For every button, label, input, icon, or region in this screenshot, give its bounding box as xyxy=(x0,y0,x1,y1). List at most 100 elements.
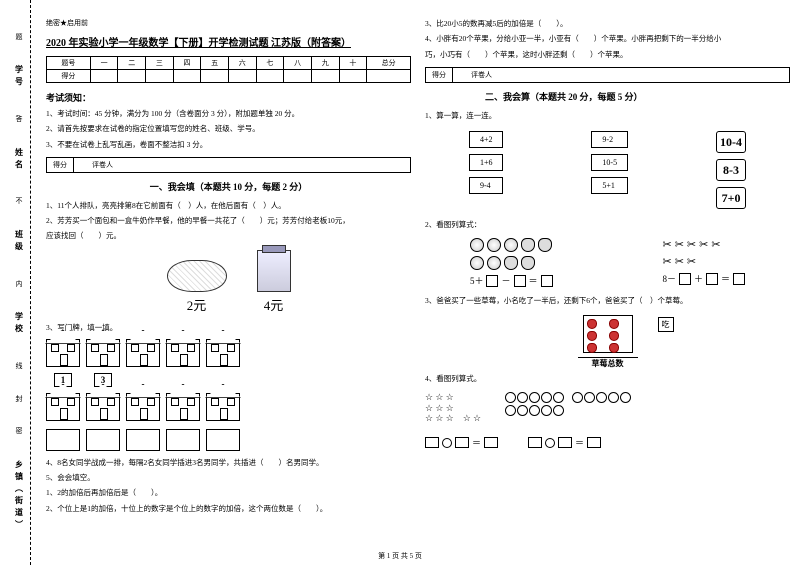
circle-icon xyxy=(505,392,516,403)
th-10: 十 xyxy=(339,57,367,70)
mouse-icon xyxy=(521,238,535,252)
match-exercise: 4+2 1+6 9-4 9-2 10-5 5+1 10-4 8-3 7+0 xyxy=(425,131,790,209)
mark-mi: 密 xyxy=(14,427,24,434)
grader-name: 评卷人 xyxy=(74,158,131,172)
th-6: 六 xyxy=(228,57,256,70)
scissors-icon: ✂ xyxy=(662,238,671,251)
grader-box-2: 得分 评卷人 xyxy=(425,67,790,83)
scissors-icon: ✂ xyxy=(662,255,671,268)
expr-box: 1+6 xyxy=(469,154,504,171)
star-row: ☆ ☆ ☆ xyxy=(425,392,481,403)
house-icon xyxy=(206,393,240,421)
house-icon xyxy=(46,393,80,421)
expr-box: 4+2 xyxy=(469,131,504,148)
s1-q5-3: 3、比20小5的数再减5后的加倍是（ ）。 xyxy=(425,18,790,29)
result-box: 8-3 xyxy=(716,159,746,181)
result-box: 7+0 xyxy=(716,187,746,209)
nut-icon xyxy=(470,256,484,270)
s1-q5-1: 1、2的加倍后再加倍后是（ ）。 xyxy=(46,487,411,498)
blank-box xyxy=(126,429,160,451)
berry-caption: 草莓总数 xyxy=(578,357,638,369)
strawberry-icon xyxy=(609,343,619,353)
s2-q2: 2、看图列算式： xyxy=(425,219,790,230)
expr-box: 10-5 xyxy=(591,154,628,171)
milk-price: 4元 xyxy=(257,295,291,314)
scissors-icon: ✂ xyxy=(675,255,684,268)
blank-square xyxy=(486,275,498,287)
eat-label: 吃 xyxy=(658,317,674,332)
food-images: 2元 4元 xyxy=(46,250,411,314)
row2-label: 得分 xyxy=(47,70,91,83)
s1-q2a: 2、芳芳买一个面包和一盒牛奶作早餐，他的早餐一共花了（ ）元；芳芳付给老板10元… xyxy=(46,215,411,226)
houses-row-2 xyxy=(46,393,411,421)
nut-icon xyxy=(487,238,501,252)
blank-box xyxy=(86,429,120,451)
s2-q1: 1、算一算，连一连。 xyxy=(425,110,790,121)
score-header-row: 题号 一 二 三 四 五 六 七 八 九 十 总分 xyxy=(47,57,411,70)
s1-q4: 4、8名女同学战成一排，每隔2名女同学插进3名男同学，共插进（ ）名男同学。 xyxy=(46,457,411,468)
mouse-icon xyxy=(521,256,535,270)
th-2: 二 xyxy=(118,57,146,70)
scissor-group: ✂ ✂ ✂ ✂ ✂ ✂ ✂ ✂ 8－ ＋ ＝ xyxy=(662,234,745,291)
th-7: 七 xyxy=(256,57,284,70)
expr-box: 9-2 xyxy=(591,131,628,148)
mark-ti: 题 xyxy=(14,33,24,40)
strawberry-icon xyxy=(587,331,597,341)
star-column: ☆ ☆ ☆ ☆ ☆ ☆ ☆ ☆ ☆ ☆ ☆ xyxy=(425,392,481,424)
houses-row-1 xyxy=(46,339,411,367)
house-icon xyxy=(166,393,200,421)
left-column: 绝密★启用前 2020 年实验小学一年级数学【下册】开学检测试题 江苏版（附答案… xyxy=(46,18,411,561)
star-circle-diagram: ☆ ☆ ☆ ☆ ☆ ☆ ☆ ☆ ☆ ☆ ☆ xyxy=(425,392,790,424)
circles-row xyxy=(505,405,631,416)
circles-row xyxy=(505,392,631,403)
door-number-row: 1 3 xyxy=(54,373,411,387)
main-content: 绝密★启用前 2020 年实验小学一年级数学【下册】开学检测试题 江苏版（附答案… xyxy=(38,0,800,565)
mark-da: 答 xyxy=(14,115,24,122)
mark-feng: 封 xyxy=(14,395,24,402)
blank-square xyxy=(733,273,745,285)
field-name: 姓名 xyxy=(14,148,25,172)
mark-nei: 内 xyxy=(14,280,24,287)
section2-title: 二、我会算（本题共 20 分，每题 5 分） xyxy=(485,90,790,103)
mouse-icon xyxy=(538,238,552,252)
th-9: 九 xyxy=(311,57,339,70)
house-icon xyxy=(126,339,160,367)
exam-title: 2020 年实验小学一年级数学【下册】开学检测试题 江苏版（附答案） xyxy=(46,34,411,49)
house-icon xyxy=(166,339,200,367)
scissors-icon: ✂ xyxy=(699,238,708,251)
s2-q3: 3、爸爸买了一些草莓，小名吃了一半后，还剩下6个，爸爸买了（ ）个草莓。 xyxy=(425,295,790,306)
result-box: 10-4 xyxy=(716,131,746,153)
house-icon xyxy=(206,339,240,367)
grader-score-2: 得分 xyxy=(426,68,453,82)
house-icon xyxy=(86,339,120,367)
th-3: 三 xyxy=(146,57,174,70)
th-5: 五 xyxy=(201,57,229,70)
star-row: ☆ ☆ ☆ xyxy=(425,403,481,414)
score-table: 题号 一 二 三 四 五 六 七 八 九 十 总分 得分 xyxy=(46,56,411,83)
blank-square xyxy=(514,275,526,287)
nut-group: 5＋ － ＝ xyxy=(470,234,553,291)
right-column: 3、比20小5的数再减5后的加倍是（ ）。 4、小胖有20个苹果，分给小亚一半，… xyxy=(425,18,790,561)
expr-box: 9-4 xyxy=(469,177,504,194)
strawberry-diagram: 吃 草莓总数 xyxy=(548,311,668,369)
grader-name-2: 评卷人 xyxy=(453,68,510,82)
notice-2: 2、请首先按要求在试卷的指定位置填写您的姓名、班级、学号。 xyxy=(46,123,411,134)
bread-price: 2元 xyxy=(167,295,227,314)
mark-xian: 线 xyxy=(14,362,24,369)
field-school: 学校 xyxy=(14,312,25,336)
house-icon xyxy=(126,393,160,421)
field-town: 乡镇（街道） xyxy=(14,460,25,532)
eq-8minus: 8－ xyxy=(662,272,676,285)
page-footer: 第 1 页 共 5 页 xyxy=(0,551,800,561)
strawberry-icon xyxy=(587,343,597,353)
field-class: 班级 xyxy=(14,230,25,254)
s1-q2b: 应该找回（ ）元。 xyxy=(46,230,411,241)
s1-q3: 3、写门牌，填一填。 xyxy=(46,322,411,333)
th-1: 一 xyxy=(90,57,118,70)
scissors-icon: ✂ xyxy=(711,238,720,251)
house-icon xyxy=(46,339,80,367)
expr-box: 5+1 xyxy=(591,177,628,194)
section1-title: 一、我会填（本题共 10 分，每题 2 分） xyxy=(46,180,411,193)
th-8: 八 xyxy=(284,57,312,70)
strawberry-icon xyxy=(609,331,619,341)
